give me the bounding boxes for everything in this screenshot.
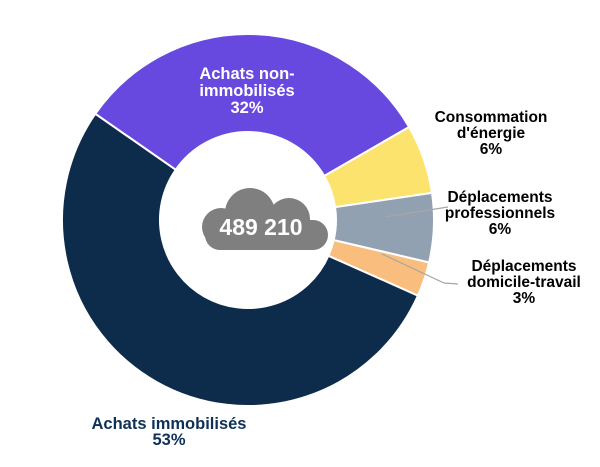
label-achats-immobilises-text: Achats immobilisés [91,415,247,433]
label-achats-immobilises-pct: 53% [152,431,186,449]
label-achats-immobilises: Achats immobilisés 53% [91,415,247,449]
label-consommation-energie-pct: 6% [479,141,503,158]
cloud-base [205,220,328,250]
label-achats-non-immobilises-text: Achats non- immobilisés [199,65,295,100]
leader-line-1 [384,206,449,218]
label-deplacements-domicile-travail-pct: 3% [512,290,536,307]
label-deplacements-professionnels-pct: 6% [488,221,512,238]
donut-segment-achats-immobilises [60,112,419,408]
label-consommation-energie: Consommation d'énergie 6% [435,110,548,158]
label-achats-non-immobilises-pct: 32% [230,99,264,117]
label-consommation-energie-text: Consommation d'énergie [434,109,548,142]
leader-line-2 [381,253,459,285]
label-deplacements-domicile-travail-text: Déplacements domicile-travail [467,258,581,291]
label-deplacements-professionnels-text: Déplacements professionnels [444,189,556,222]
label-achats-non-immobilises: Achats non- immobilisés 32% [199,66,294,117]
cloud-icon: 489 210 [202,188,328,250]
center-total-value: 489 210 [219,214,302,240]
donut-segment-achats-non-immobilises [94,33,411,177]
label-deplacements-professionnels: Déplacements professionnels 6% [445,190,555,238]
donut-segments [60,33,435,408]
leader-lines [381,206,459,285]
label-deplacements-domicile-travail: Déplacements domicile-travail 3% [467,259,581,307]
